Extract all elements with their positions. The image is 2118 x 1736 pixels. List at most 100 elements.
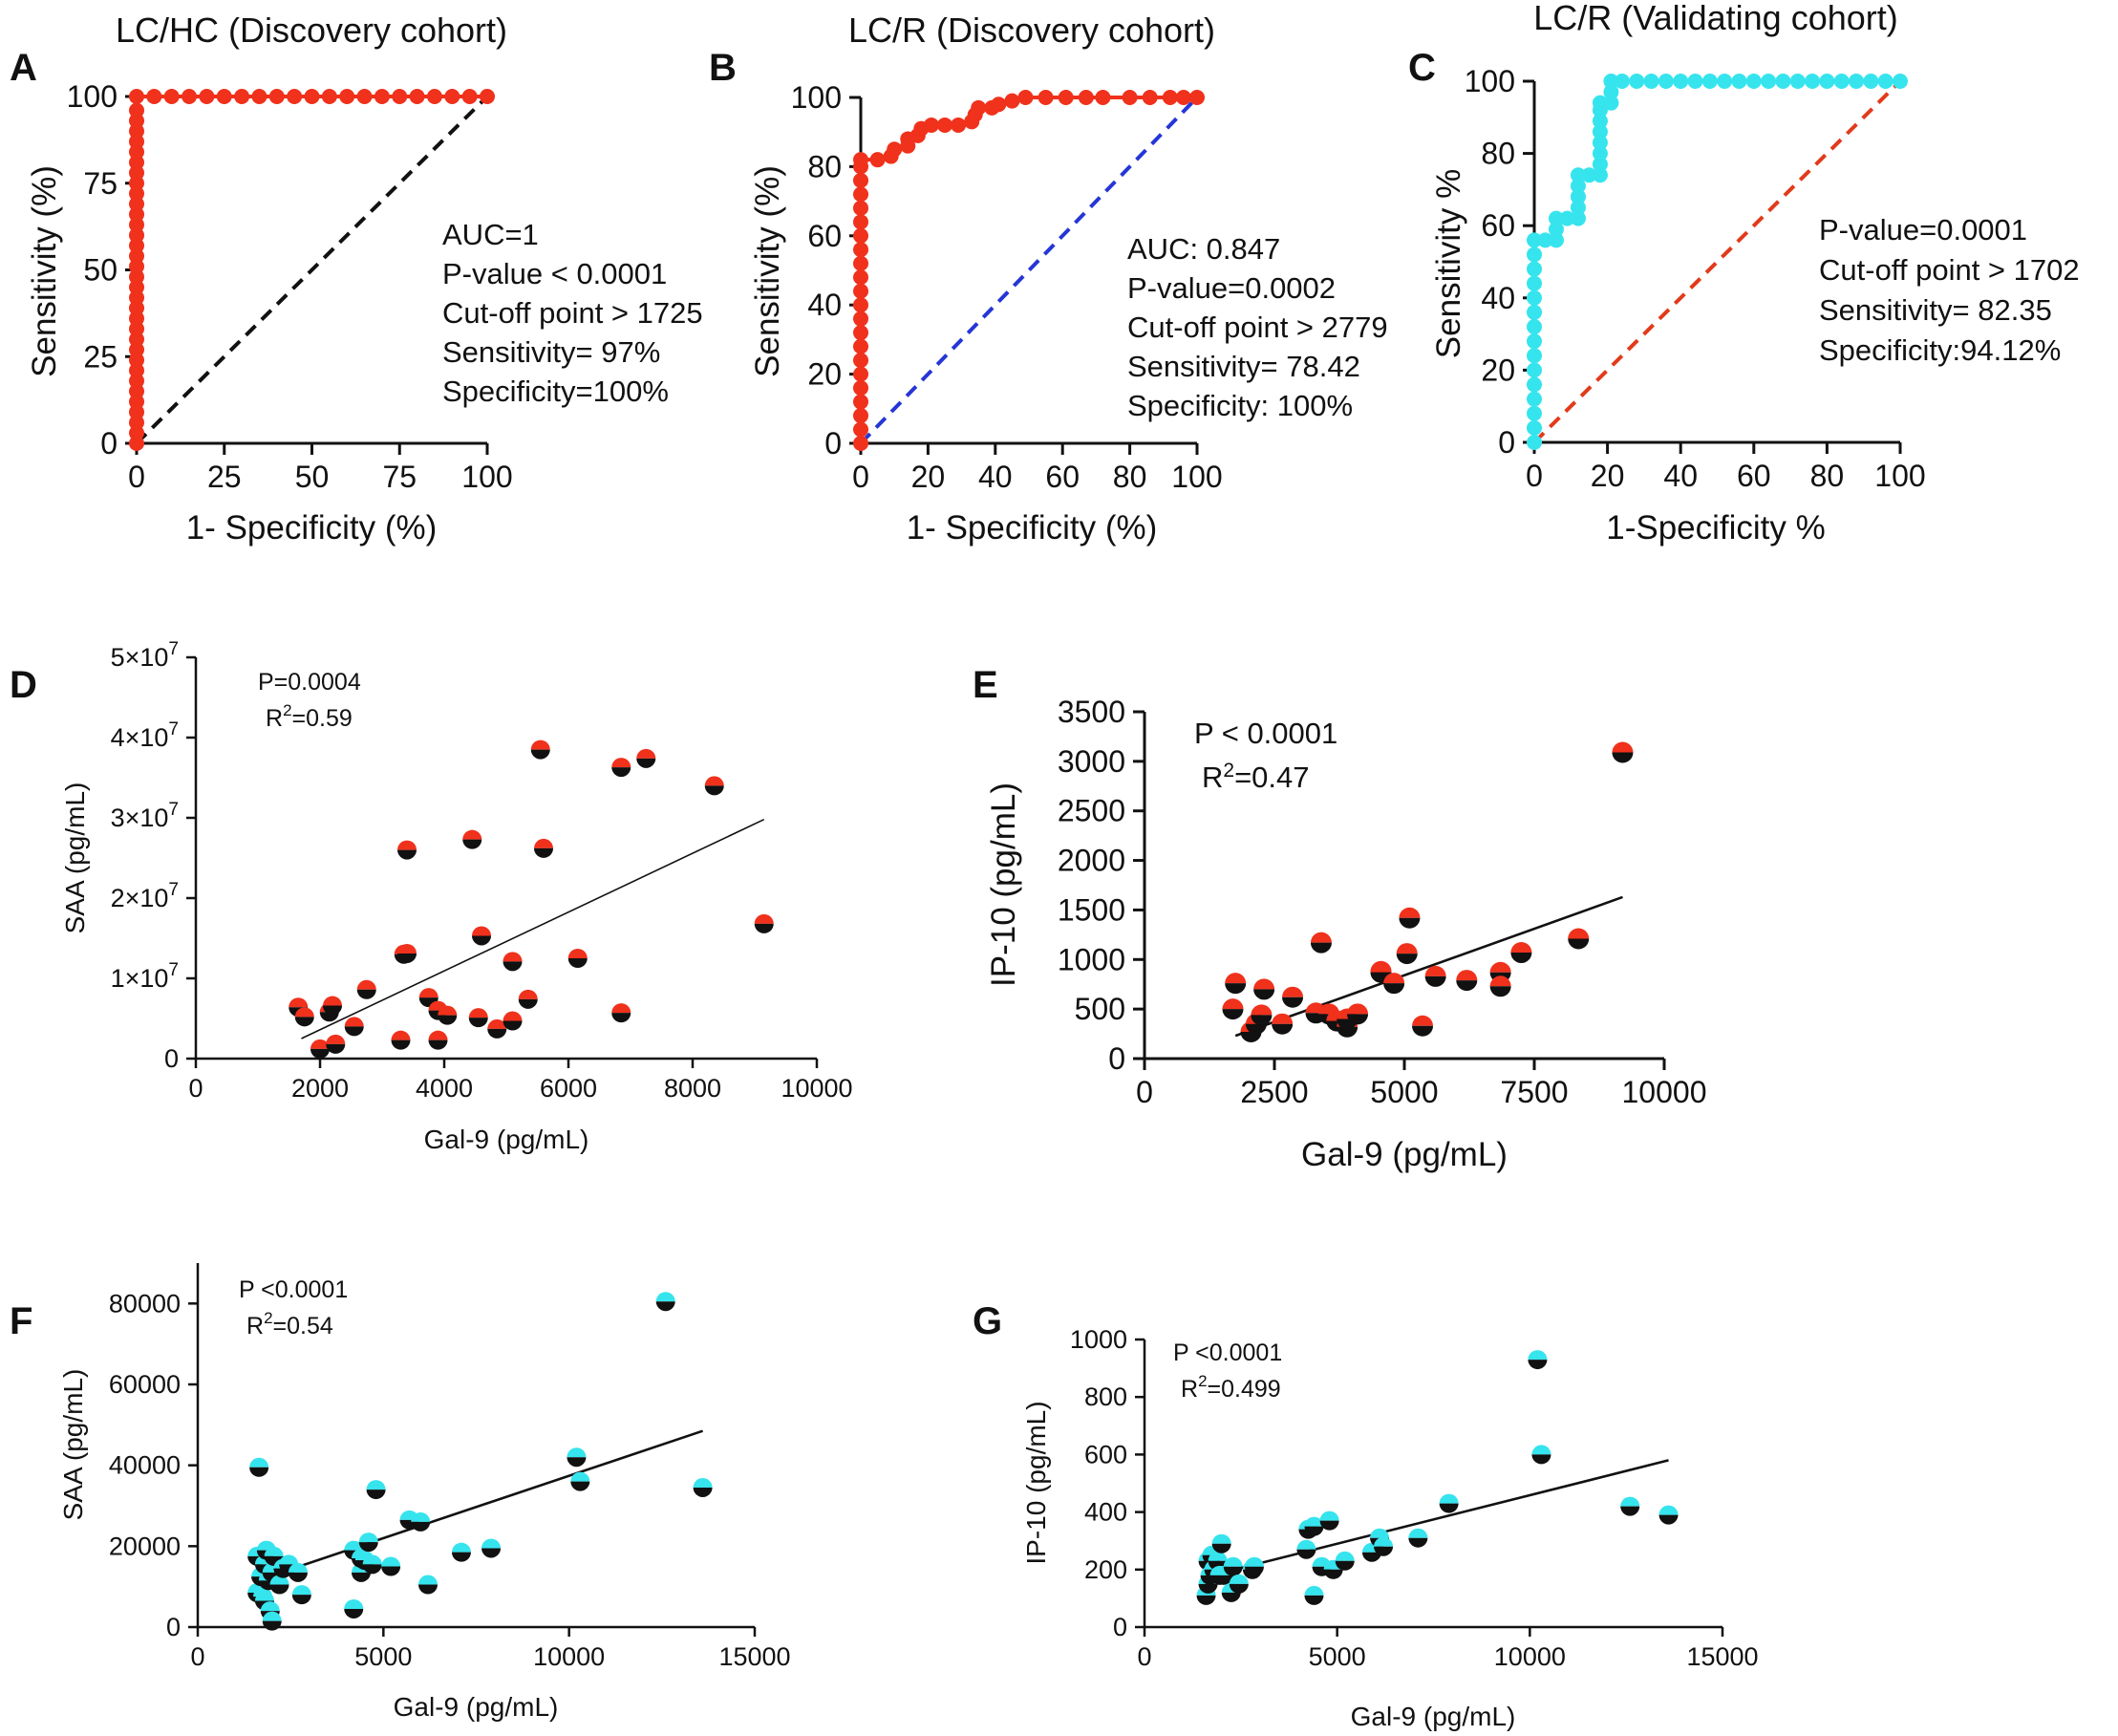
roc-point (146, 89, 162, 104)
point-bottom (1531, 1454, 1551, 1465)
roc-point (853, 172, 868, 188)
data-point (288, 1562, 308, 1582)
point-top (1658, 1505, 1679, 1515)
chart-title: LC/HC (Discovery cohort) (116, 11, 507, 50)
point-bottom (1408, 1537, 1428, 1548)
x-tick-label: 80 (1113, 460, 1147, 494)
point-bottom (1456, 980, 1478, 992)
point-bottom (754, 923, 774, 933)
x-axis-label: Gal-9 (pg/mL) (1301, 1136, 1508, 1173)
roc-point (853, 408, 868, 424)
data-point (1347, 1003, 1369, 1025)
y-tick-label: 80 (1481, 137, 1515, 171)
x-tick-label: 40 (978, 460, 1013, 494)
data-point (704, 776, 724, 796)
y-tick-label: 600 (1084, 1440, 1127, 1468)
roc-point (199, 89, 215, 104)
roc-point (1548, 221, 1564, 237)
x-tick-label: 0 (1136, 1075, 1153, 1109)
roc-point (1717, 74, 1733, 89)
point-bottom (1221, 1592, 1241, 1602)
point-bottom (262, 1620, 282, 1631)
data-point (1296, 1539, 1316, 1559)
roc-point (1058, 90, 1074, 105)
point-top (1310, 932, 1332, 943)
data-point (481, 1538, 502, 1558)
stat-annotation: P-value=0.0001 (1819, 213, 2027, 246)
point-bottom (472, 935, 491, 946)
y-tick-label: 400 (1084, 1498, 1127, 1527)
data-point (1424, 965, 1446, 987)
roc-point (1004, 93, 1020, 109)
roc-point (1527, 232, 1542, 248)
point-top (1223, 1556, 1243, 1567)
x-tick-label: 4000 (416, 1074, 473, 1103)
point-top (397, 840, 417, 850)
y-tick-label: 75 (83, 166, 118, 201)
y-tick-label: 3000 (1058, 744, 1125, 779)
y-tick-label: 40 (1481, 281, 1515, 315)
stat-annotation: Sensitivity= 78.42 (1127, 350, 1360, 383)
x-tick-label: 25 (207, 460, 242, 494)
y-tick-label: 40000 (109, 1451, 181, 1480)
point-top (428, 1030, 448, 1040)
roc-point (1643, 74, 1659, 89)
roc-point (287, 89, 303, 104)
data-point (1304, 1585, 1324, 1605)
r-squared-annotation: R2=0.59 (266, 701, 353, 732)
roc-point (971, 99, 987, 116)
panel-d: D 0 2000 4000 6000 8000 10000 0 1×107 2×107 3×107 4… (10, 639, 853, 1154)
point-top (451, 1542, 471, 1553)
y-tick-label: 3500 (1058, 695, 1125, 729)
data-point (1383, 973, 1405, 995)
roc-point (1863, 74, 1879, 89)
data-point (391, 1030, 411, 1050)
point-bottom (611, 767, 631, 778)
point-top (1568, 928, 1590, 939)
point-bottom (1229, 1583, 1249, 1594)
data-point (356, 979, 376, 999)
panel-a: A LC/HC (Discovery cohort) 0 25 50 75 100 0 25 50… (10, 11, 703, 547)
point-bottom (428, 1039, 448, 1050)
roc-point (129, 89, 144, 104)
point-bottom (1568, 938, 1590, 950)
point-bottom (1198, 1583, 1218, 1594)
y-tick-label: 80 (807, 149, 842, 183)
y-tick-label: 0 (164, 1044, 179, 1073)
data-point (1319, 1511, 1339, 1531)
data-point (451, 1542, 471, 1562)
y-tick-label: 100 (791, 80, 842, 115)
roc-point (1833, 74, 1850, 89)
roc-point (853, 152, 868, 168)
data-point (1244, 1556, 1264, 1576)
roc-point (1570, 167, 1586, 183)
data-point (294, 1007, 314, 1027)
y-tick-label: 800 (1084, 1382, 1127, 1411)
x-axis-label: 1-Specificity % (1606, 509, 1826, 547)
point-bottom (1240, 1031, 1262, 1042)
x-tick-label: 0 (188, 1074, 203, 1103)
y-tick-label: 4×107 (111, 719, 179, 752)
roc-point (1629, 74, 1645, 89)
roc-point (853, 394, 868, 410)
point-top (264, 1546, 284, 1556)
point-bottom (438, 1015, 458, 1025)
data-point (1412, 1015, 1434, 1037)
data-point (1612, 741, 1634, 763)
chart-title: LC/R (Discovery cohort) (848, 11, 1215, 50)
x-tick-label: 15000 (1686, 1642, 1758, 1671)
y-axis-label: Sensitivity (%) (26, 165, 63, 377)
y-tick-label: 80000 (109, 1289, 181, 1318)
roc-point (1877, 74, 1893, 89)
point-top (397, 943, 417, 954)
roc-point (1189, 90, 1205, 105)
roc-point (853, 380, 868, 396)
point-bottom (451, 1552, 471, 1562)
point-top (310, 1039, 330, 1049)
roc-point (1592, 135, 1608, 151)
point-top (611, 758, 631, 768)
data-point (655, 1292, 675, 1312)
point-top (391, 1030, 411, 1040)
y-axis-label: SAA (pg/mL) (58, 1369, 88, 1521)
